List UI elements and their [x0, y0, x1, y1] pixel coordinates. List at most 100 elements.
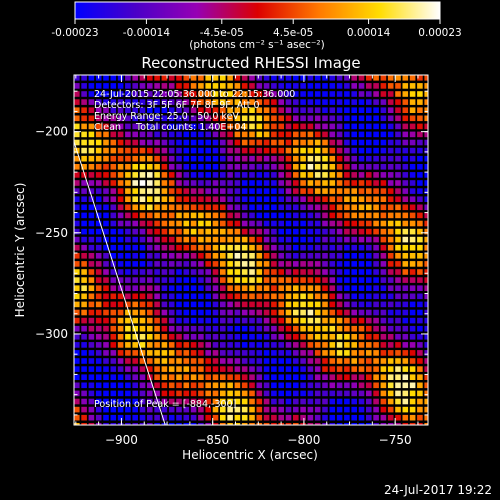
- heatmap-cell: [271, 188, 277, 194]
- heatmap-cell: [183, 99, 190, 105]
- heatmap-cell: [263, 115, 270, 122]
- heatmap-cell: [432, 302, 438, 308]
- heatmap-cell: [220, 188, 226, 194]
- heatmap-cell: [162, 431, 168, 437]
- heatmap-cell: [336, 390, 343, 397]
- heatmap-cell: [417, 334, 423, 340]
- y-tick-label: −300: [35, 327, 68, 341]
- heatmap-cell: [190, 269, 197, 275]
- heatmap-cell: [227, 212, 233, 219]
- heatmap-cell: [161, 228, 168, 235]
- heatmap-cell: [161, 366, 168, 372]
- heatmap-cell: [322, 261, 328, 267]
- heatmap-cell: [125, 374, 131, 380]
- heatmap-cell: [344, 358, 350, 364]
- heatmap-cell: [161, 107, 168, 113]
- x-axis-label: Heliocentric X (arcsec): [182, 448, 318, 462]
- heatmap-cell: [285, 390, 292, 397]
- heatmap-cell: [220, 244, 226, 251]
- heatmap-cell: [263, 325, 270, 332]
- heatmap-cell: [110, 107, 117, 113]
- heatmap-cell: [424, 196, 428, 202]
- heatmap-cell: [234, 358, 241, 364]
- heatmap-cell: [263, 180, 270, 186]
- heatmap-cell: [184, 431, 190, 437]
- heatmap-cell: [139, 139, 146, 146]
- heatmap-cell: [88, 253, 95, 259]
- heatmap-cell: [249, 115, 255, 122]
- heatmap-cell: [314, 220, 321, 227]
- heatmap-cell: [139, 155, 146, 162]
- heatmap-cell: [314, 406, 321, 413]
- heatmap-cell: [220, 309, 226, 316]
- heatmap-cell: [249, 309, 255, 316]
- heatmap-cell: [271, 382, 277, 389]
- heatmap-cell: [271, 75, 277, 81]
- heatmap-cell: [205, 423, 211, 425]
- heatmap-cell: [344, 196, 350, 202]
- heatmap-cell: [380, 406, 387, 413]
- heatmap-cell: [161, 293, 168, 300]
- heatmap-cell: [168, 317, 175, 324]
- heatmap-cell: [234, 147, 241, 154]
- heatmap-cell: [220, 398, 226, 405]
- heatmap-cell: [402, 285, 409, 291]
- heatmap-cell: [373, 366, 379, 372]
- heatmap-cell: [241, 212, 248, 219]
- heatmap-cell: [198, 406, 204, 413]
- heatmap-cell: [147, 390, 153, 397]
- heatmap-cell: [293, 382, 299, 389]
- heatmap-cell: [387, 406, 394, 413]
- heatmap-cell: [256, 317, 263, 324]
- heatmap-cell: [190, 155, 197, 162]
- heatmap-cell: [263, 374, 270, 380]
- heatmap-cell: [380, 236, 387, 243]
- heatmap-cell: [103, 261, 109, 267]
- heatmap-cell: [117, 107, 124, 113]
- heatmap-cell: [168, 236, 175, 243]
- heatmap-cell: [358, 414, 365, 421]
- heatmap-cell: [417, 293, 423, 300]
- heatmap-cell: [293, 374, 299, 380]
- heatmap-cell: [278, 131, 284, 138]
- heatmap-cell: [285, 83, 292, 89]
- heatmap-cell: [278, 358, 284, 364]
- heatmap-cell: [293, 147, 299, 154]
- heatmap-cell: [161, 236, 168, 243]
- heatmap-cell: [366, 75, 372, 81]
- heatmap-cell: [198, 188, 204, 194]
- heatmap-cell: [351, 212, 357, 219]
- heatmap-cell: [387, 398, 394, 405]
- heatmap-cell: [234, 172, 241, 178]
- heatmap-cell: [409, 155, 416, 162]
- heatmap-cell: [125, 244, 131, 251]
- heatmap-cell: [103, 188, 109, 194]
- heatmap-cell: [307, 269, 314, 275]
- heatmap-cell: [432, 415, 438, 421]
- heatmap-cell: [220, 317, 226, 324]
- heatmap-cell: [95, 212, 102, 219]
- heatmap-cell: [256, 261, 263, 267]
- heatmap-cell: [387, 269, 394, 275]
- heatmap-cell: [387, 301, 394, 308]
- heatmap-cell: [359, 431, 365, 437]
- heatmap-cell: [358, 366, 365, 372]
- heatmap-cell: [139, 123, 146, 130]
- heatmap-cell: [190, 342, 197, 348]
- heatmap-cell: [220, 301, 226, 308]
- heatmap-cell: [147, 204, 153, 211]
- heatmap-cell: [95, 99, 102, 105]
- heatmap-cell: [278, 269, 284, 275]
- heatmap-cell: [329, 253, 336, 259]
- heatmap-cell: [161, 220, 168, 227]
- heatmap-cell: [249, 293, 255, 300]
- heatmap-cell: [234, 269, 241, 275]
- heatmap-cell: [103, 180, 109, 186]
- heatmap-cell: [227, 390, 233, 397]
- heatmap-cell: [117, 366, 124, 372]
- heatmap-cell: [205, 115, 211, 122]
- heatmap-cell: [329, 269, 336, 275]
- heatmap-cell: [380, 204, 387, 211]
- heatmap-cell: [234, 107, 241, 113]
- heatmap-cell: [293, 414, 299, 421]
